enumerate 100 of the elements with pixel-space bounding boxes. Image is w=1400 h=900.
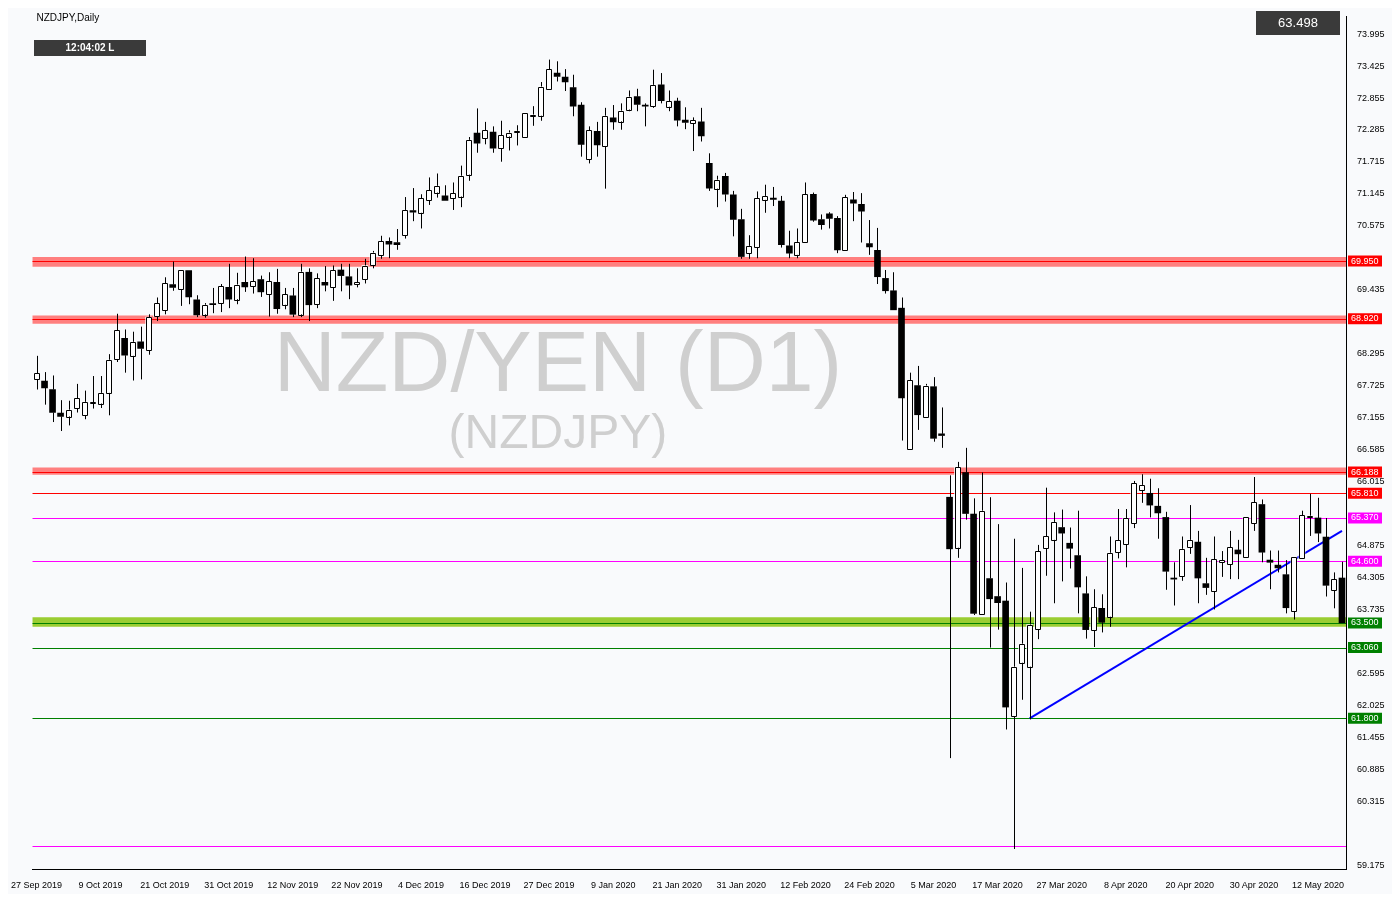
y-tick-label: 62.595 xyxy=(1357,668,1385,679)
price-box: 63.498 xyxy=(1256,11,1340,35)
x-tick-label: 31 Oct 2019 xyxy=(204,880,254,891)
ref-line-label: 65.370 xyxy=(1351,512,1379,523)
candlestick xyxy=(313,272,321,309)
y-tick-label: 64.305 xyxy=(1357,572,1385,583)
candlestick xyxy=(361,258,369,284)
ref-line-label: 61.800 xyxy=(1351,712,1379,723)
y-tick-label: 60.885 xyxy=(1357,764,1385,775)
x-tick-label: 12 May 2020 xyxy=(1291,880,1344,891)
x-tick-label: 27 Mar 2020 xyxy=(1036,880,1087,891)
candlestick xyxy=(473,107,481,154)
x-tick-label: 5 Mar 2020 xyxy=(910,880,957,891)
candlestick xyxy=(1298,510,1306,559)
candlestick xyxy=(601,107,609,190)
y-tick-label: 68.295 xyxy=(1357,348,1385,359)
y-tick-label: 72.855 xyxy=(1357,92,1385,103)
x-tick-label: 8 Apr 2020 xyxy=(1103,880,1148,891)
candlestick xyxy=(209,287,217,314)
candlestick xyxy=(537,81,545,122)
x-tick-label: 27 Dec 2019 xyxy=(523,880,575,891)
candlestick xyxy=(770,186,777,207)
ref-line-label: 68.920 xyxy=(1351,313,1379,324)
candlestick xyxy=(1186,504,1194,555)
y-tick-label: 67.725 xyxy=(1357,380,1385,391)
candlestick xyxy=(497,120,505,163)
candlestick xyxy=(866,219,873,256)
y-tick-label: 64.875 xyxy=(1357,540,1385,551)
x-tick-label: 31 Jan 2020 xyxy=(716,880,767,891)
candlestick xyxy=(1322,517,1330,598)
candlestick xyxy=(1282,559,1290,614)
ref-line-label: 66.188 xyxy=(1351,466,1379,477)
candlestick xyxy=(657,72,665,104)
ref-line-label: 63.500 xyxy=(1351,617,1379,628)
candlestick xyxy=(1202,557,1210,596)
candlestick xyxy=(874,227,881,285)
y-tick-label: 60.315 xyxy=(1357,796,1385,807)
candlestick xyxy=(1178,536,1186,582)
x-tick-label: 16 Dec 2019 xyxy=(459,880,511,891)
y-tick-label: 70.575 xyxy=(1357,220,1385,231)
candlestick xyxy=(41,371,48,406)
candlestick xyxy=(49,374,56,423)
candlestick xyxy=(577,101,585,158)
y-tick-label: 62.025 xyxy=(1357,700,1385,711)
y-tick-label: 66.015 xyxy=(1357,476,1385,487)
candlestick xyxy=(449,181,457,211)
y-tick-label: 71.145 xyxy=(1357,188,1385,199)
candlestick xyxy=(697,107,705,143)
y-tick-label: 66.585 xyxy=(1357,444,1385,455)
candlestick xyxy=(193,294,201,318)
candlestick xyxy=(850,191,857,222)
y-tick-label: 59.175 xyxy=(1357,860,1385,871)
ref-line-label: 69.950 xyxy=(1351,255,1379,266)
x-tick-label: 21 Oct 2019 xyxy=(140,880,190,891)
x-tick-label: 27 Sep 2019 xyxy=(11,880,63,891)
x-tick-label: 22 Nov 2019 xyxy=(331,880,383,891)
x-tick-label: 21 Jan 2020 xyxy=(652,880,703,891)
annotation: NZDJPY,Daily xyxy=(36,11,100,23)
candlestick xyxy=(353,267,361,288)
candlestick xyxy=(1082,575,1090,640)
candlestick xyxy=(521,112,529,138)
x-tick-label: 12 Nov 2019 xyxy=(267,880,319,891)
candlestick xyxy=(305,267,313,322)
candlestick xyxy=(1146,478,1154,518)
x-tick-label: 12 Feb 2020 xyxy=(780,880,831,891)
candlestick xyxy=(1307,493,1313,537)
candlestick xyxy=(33,355,40,390)
ref-line-label: 65.810 xyxy=(1351,487,1379,498)
y-tick-label: 72.285 xyxy=(1357,124,1385,135)
candlestick xyxy=(425,176,433,206)
ref-line-label: 63.060 xyxy=(1351,642,1379,653)
candlestick xyxy=(1330,571,1338,609)
candlestick xyxy=(1218,550,1226,578)
x-tick-label: 30 Apr 2020 xyxy=(1229,880,1279,891)
y-tick-label: 73.425 xyxy=(1357,60,1385,71)
x-tick-label: 9 Oct 2019 xyxy=(78,880,123,891)
y-tick-label: 67.155 xyxy=(1357,412,1385,423)
candlestick xyxy=(329,265,337,302)
candlestick xyxy=(970,497,977,616)
candlestick xyxy=(409,187,417,222)
candlestick xyxy=(1066,527,1074,569)
x-tick-label: 24 Feb 2020 xyxy=(844,880,895,891)
candlestick xyxy=(90,375,96,410)
x-tick-label: 17 Mar 2020 xyxy=(972,880,1023,891)
x-tick-label: 20 Apr 2020 xyxy=(1165,880,1215,891)
candlestick xyxy=(1226,530,1234,580)
candlestick xyxy=(1258,498,1266,563)
candlestick xyxy=(946,474,953,759)
candlestick xyxy=(1162,511,1170,591)
x-tick-label: 9 Jan 2020 xyxy=(590,880,636,891)
candlestick xyxy=(401,196,409,240)
candlestick xyxy=(858,192,865,243)
candlestick xyxy=(1154,487,1162,540)
candlestick xyxy=(778,195,785,249)
candlestick xyxy=(1242,517,1250,558)
candlestick xyxy=(1210,536,1218,610)
y-tick-label: 69.435 xyxy=(1357,284,1385,295)
candlestick xyxy=(545,59,553,90)
y-tick-label: 71.715 xyxy=(1357,156,1385,167)
ref-line-label: 64.600 xyxy=(1351,555,1379,566)
